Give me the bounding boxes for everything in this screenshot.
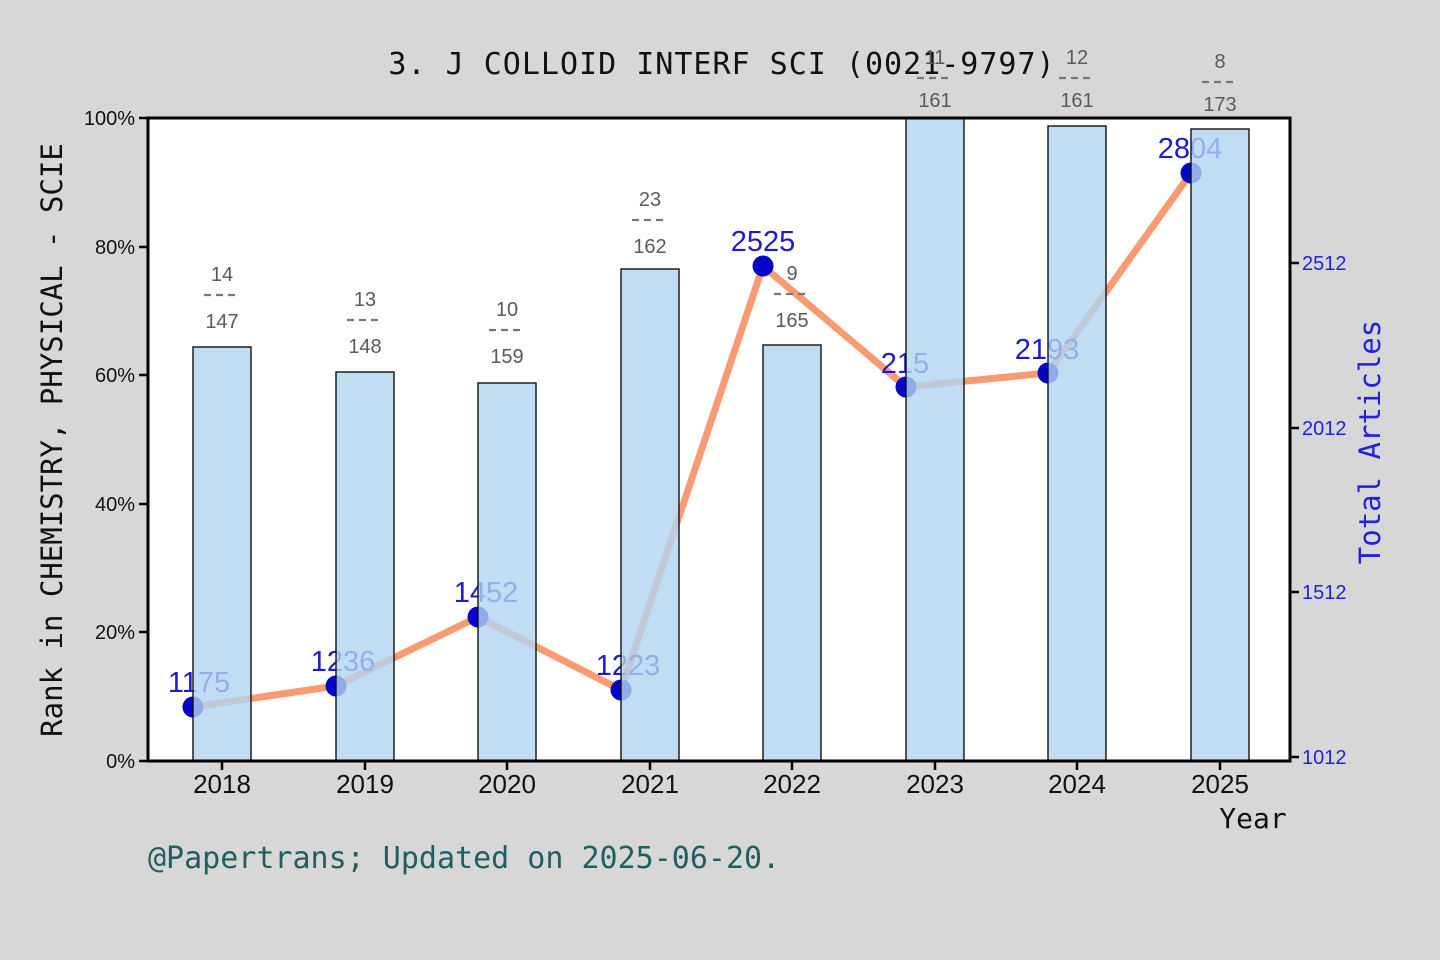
right-axis-title: Total Articles: [1353, 320, 1387, 564]
fraction-2021-denominator: 162: [633, 236, 666, 258]
fraction-2019-denominator: 148: [348, 336, 381, 358]
chart-title: 3. J COLLOID INTERF SCI (0021-9797): [388, 47, 1055, 82]
bar-2018: [192, 346, 252, 762]
bar-2025: [1190, 128, 1250, 762]
year-label-2019: 2019: [336, 769, 394, 799]
fraction-2020: 10 159: [489, 299, 525, 368]
fraction-2024-numerator: 12: [1066, 47, 1088, 69]
left-tick-label-80: 80%: [95, 237, 135, 259]
fraction-2018: 14 147: [204, 264, 240, 333]
left-tick-label-20: 20%: [95, 622, 135, 644]
bar-2023: [905, 117, 965, 762]
point-label-2022: 2525: [731, 226, 796, 258]
fraction-2020-numerator: 10: [496, 299, 518, 321]
footer-attribution: @Papertrans; Updated on 2025-06-20.: [148, 841, 780, 876]
bar-2022: [762, 344, 822, 762]
fraction-2025-numerator: 8: [1214, 51, 1225, 73]
year-label-2018: 2018: [193, 769, 251, 799]
year-label-2023: 2023: [906, 769, 964, 799]
year-label-2021: 2021: [621, 769, 679, 799]
left-tick-label-100: 100%: [84, 108, 135, 130]
right-tick-label-1012: 1012: [1302, 747, 1347, 769]
bar-2019: [335, 371, 395, 762]
bar-2020: [477, 382, 537, 762]
fraction-2018-numerator: 14: [211, 264, 233, 286]
fraction-2022: 9 165: [774, 263, 810, 332]
year-label-2022: 2022: [763, 769, 821, 799]
left-tick-label-40: 40%: [95, 494, 135, 516]
fraction-2022-numerator: 9: [786, 263, 797, 285]
left-axis-title: Rank in CHEMISTRY, PHYSICAL - SCIE: [35, 143, 69, 737]
fraction-2023-numerator: 11: [925, 47, 946, 69]
fraction-2023: 11 161: [917, 47, 953, 112]
fraction-2025: 8 173: [1202, 51, 1238, 116]
year-label-2020: 2020: [478, 769, 536, 799]
year-label-2024: 2024: [1048, 769, 1106, 799]
fraction-2023-denominator: 161: [918, 90, 951, 112]
fraction-2019: 13 148: [347, 289, 383, 358]
fraction-2019-numerator: 13: [354, 289, 376, 311]
fraction-2020-denominator: 159: [490, 346, 523, 368]
x-axis-title: Year: [1219, 802, 1286, 835]
fraction-2021: 23 162: [632, 189, 668, 258]
fraction-2022-denominator: 165: [775, 310, 808, 332]
right-tick-label-2512: 2512: [1302, 253, 1347, 275]
right-tick-label-1512: 1512: [1302, 582, 1347, 604]
year-label-2025: 2025: [1191, 769, 1249, 799]
left-tick-label-0: 0%: [106, 751, 135, 773]
fraction-2021-numerator: 23: [639, 189, 661, 211]
right-tick-label-2012: 2012: [1302, 418, 1347, 440]
axes-frame: [146, 116, 1292, 763]
point-2022: [752, 255, 774, 277]
left-tick-label-60: 60%: [95, 365, 135, 387]
fraction-2018-denominator: 147: [205, 311, 238, 333]
fraction-2024-denominator: 161: [1060, 90, 1093, 112]
bar-2021: [620, 268, 680, 762]
bar-2024: [1047, 125, 1107, 762]
fraction-2024: 12 161: [1059, 47, 1095, 112]
fraction-2025-denominator: 173: [1203, 94, 1236, 116]
